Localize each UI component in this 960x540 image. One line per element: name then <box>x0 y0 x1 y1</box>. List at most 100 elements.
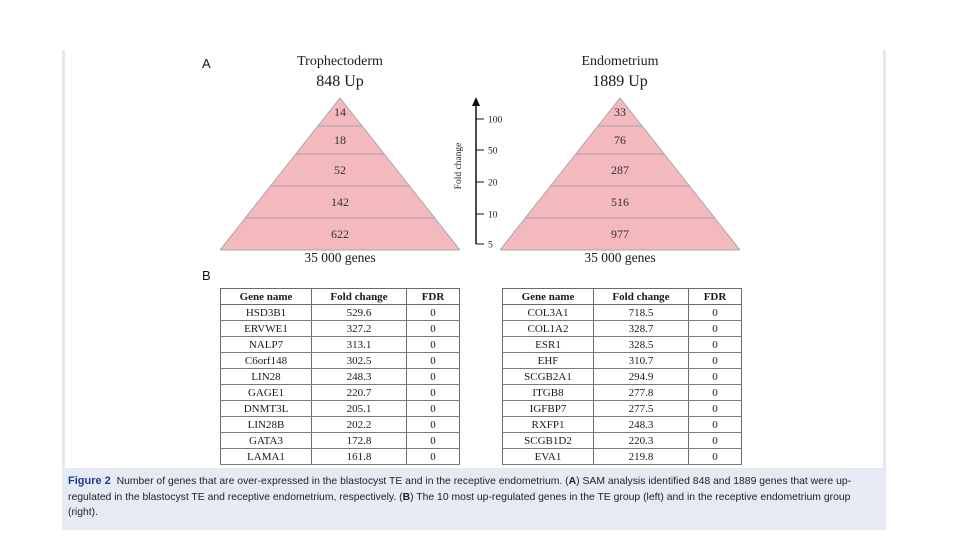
fdr-cell: 0 <box>688 384 742 401</box>
fdr-cell: 0 <box>406 416 460 433</box>
pyramid-tier-label: 52 <box>334 163 346 177</box>
axis-tick-label: 20 <box>488 179 498 189</box>
table-row: SCGB1D2 220.3 0 <box>502 432 742 449</box>
gene-name-cell: GATA3 <box>220 432 312 449</box>
gene-name-cell: ERVWE1 <box>220 320 312 337</box>
te-gene-table: Gene name Fold change FDR HSD3B1 529.6 0 ER… <box>220 288 460 465</box>
panel-a-label: A <box>202 56 211 71</box>
table-row: C6orf148 302.5 0 <box>220 352 460 369</box>
endometrium-gene-table: Gene name Fold change FDR COL3A1 718.5 0 CO… <box>502 288 742 465</box>
pyramid-tier <box>220 217 460 251</box>
pyramid-left-title: Trophectoderm 848 Up <box>240 52 440 92</box>
table-row: IGFBP7 277.5 0 <box>502 400 742 417</box>
fdr-cell: 0 <box>688 352 742 369</box>
fold-change-cell: 718.5 <box>593 304 689 321</box>
gene-name-cell: LIN28B <box>220 416 312 433</box>
table-row: LAMA1 161.8 0 <box>220 448 460 465</box>
table-row: ITGB8 277.8 0 <box>502 384 742 401</box>
table-row: DNMT3L 205.1 0 <box>220 400 460 417</box>
axis-label: Fold change <box>454 143 464 190</box>
fold-change-cell: 205.1 <box>311 400 407 417</box>
gene-name-cell: EVA1 <box>502 448 594 465</box>
fdr-cell: 0 <box>406 384 460 401</box>
col-gene-name: Gene name <box>220 288 312 305</box>
pyramid-tier-label: 287 <box>611 163 629 177</box>
table-row: EHF 310.7 0 <box>502 352 742 369</box>
pyramid-tier-label: 14 <box>334 105 346 119</box>
table-row: RXFP1 248.3 0 <box>502 416 742 433</box>
pyramid-tier-label: 622 <box>331 227 349 241</box>
gene-name-cell: RXFP1 <box>502 416 594 433</box>
pyramid-right-up-count: 1889 Up <box>592 73 648 90</box>
axis-tick-label: 100 <box>488 116 503 126</box>
table-row: NALP7 313.1 0 <box>220 336 460 353</box>
fold-change-cell: 327.2 <box>311 320 407 337</box>
fold-change-cell: 248.3 <box>593 416 689 433</box>
pyramid-tier-label: 516 <box>611 195 629 209</box>
col-fdr: FDR <box>406 288 460 305</box>
table-row: SCGB2A1 294.9 0 <box>502 368 742 385</box>
table-header-row: Gene name Fold change FDR <box>220 288 460 305</box>
pyramid-left-up-count: 848 Up <box>316 73 364 90</box>
figure-panel <box>62 50 886 530</box>
fold-change-cell: 277.5 <box>593 400 689 417</box>
pyramid-tier-label: 76 <box>614 133 626 147</box>
fdr-cell: 0 <box>688 320 742 337</box>
pyramid-right: 33 76 287 516 977 <box>500 97 740 251</box>
pyramid-right-title: Endometrium 1889 Up <box>520 52 720 92</box>
table-header-row: Gene name Fold change FDR <box>502 288 742 305</box>
fdr-cell: 0 <box>688 368 742 385</box>
gene-name-cell: IGFBP7 <box>502 400 594 417</box>
table-row: EVA1 219.8 0 <box>502 448 742 465</box>
gene-name-cell: DNMT3L <box>220 400 312 417</box>
fold-change-cell: 161.8 <box>311 448 407 465</box>
gene-name-cell: ITGB8 <box>502 384 594 401</box>
pyramid-left: 14 18 52 142 622 <box>220 97 460 251</box>
fdr-cell: 0 <box>406 400 460 417</box>
fdr-cell: 0 <box>406 320 460 337</box>
fold-change-axis: 100 50 20 10 5 Fold change <box>454 97 503 251</box>
table-row: ESR1 328.5 0 <box>502 336 742 353</box>
pyramid-tier-label: 33 <box>614 105 626 119</box>
gene-name-cell: LIN28 <box>220 368 312 385</box>
gene-name-cell: SCGB2A1 <box>502 368 594 385</box>
fold-change-cell: 294.9 <box>593 368 689 385</box>
fold-change-cell: 220.7 <box>311 384 407 401</box>
axis-arrow-icon <box>472 97 480 106</box>
col-fold-change: Fold change <box>311 288 407 305</box>
gene-name-cell: HSD3B1 <box>220 304 312 321</box>
gene-name-cell: C6orf148 <box>220 352 312 369</box>
gene-name-cell: COL1A2 <box>502 320 594 337</box>
fold-change-cell: 220.3 <box>593 432 689 449</box>
panel-b-label: B <box>202 268 211 283</box>
pyramid-tier-label: 18 <box>334 133 346 147</box>
col-gene-name: Gene name <box>502 288 594 305</box>
axis-tick-label: 5 <box>488 241 493 251</box>
pyramid-left-total: 35 000 genes <box>304 250 376 265</box>
fdr-cell: 0 <box>406 336 460 353</box>
table-row: COL1A2 328.7 0 <box>502 320 742 337</box>
gene-name-cell: COL3A1 <box>502 304 594 321</box>
fdr-cell: 0 <box>688 416 742 433</box>
pyramid-tier-label: 977 <box>611 227 629 241</box>
figure-label: Figure 2 <box>68 475 111 487</box>
pyramid-left-tissue: Trophectoderm <box>297 54 383 69</box>
fold-change-cell: 313.1 <box>311 336 407 353</box>
table-row: COL3A1 718.5 0 <box>502 304 742 321</box>
table-row: ERVWE1 327.2 0 <box>220 320 460 337</box>
caption-ref-b: B <box>402 491 411 503</box>
fold-change-cell: 219.8 <box>593 448 689 465</box>
col-fdr: FDR <box>688 288 742 305</box>
fold-change-cell: 529.6 <box>311 304 407 321</box>
fdr-cell: 0 <box>688 400 742 417</box>
fdr-cell: 0 <box>406 368 460 385</box>
gene-name-cell: SCGB1D2 <box>502 432 594 449</box>
pyramid-tier <box>500 217 740 251</box>
table-row: HSD3B1 529.6 0 <box>220 304 460 321</box>
fdr-cell: 0 <box>688 304 742 321</box>
caption-text-1: Number of genes that are over-expressed … <box>116 476 569 487</box>
fold-change-cell: 277.8 <box>593 384 689 401</box>
pyramid-tier-label: 142 <box>331 195 349 209</box>
axis-tick-label: 10 <box>488 211 498 221</box>
fdr-cell: 0 <box>406 352 460 369</box>
